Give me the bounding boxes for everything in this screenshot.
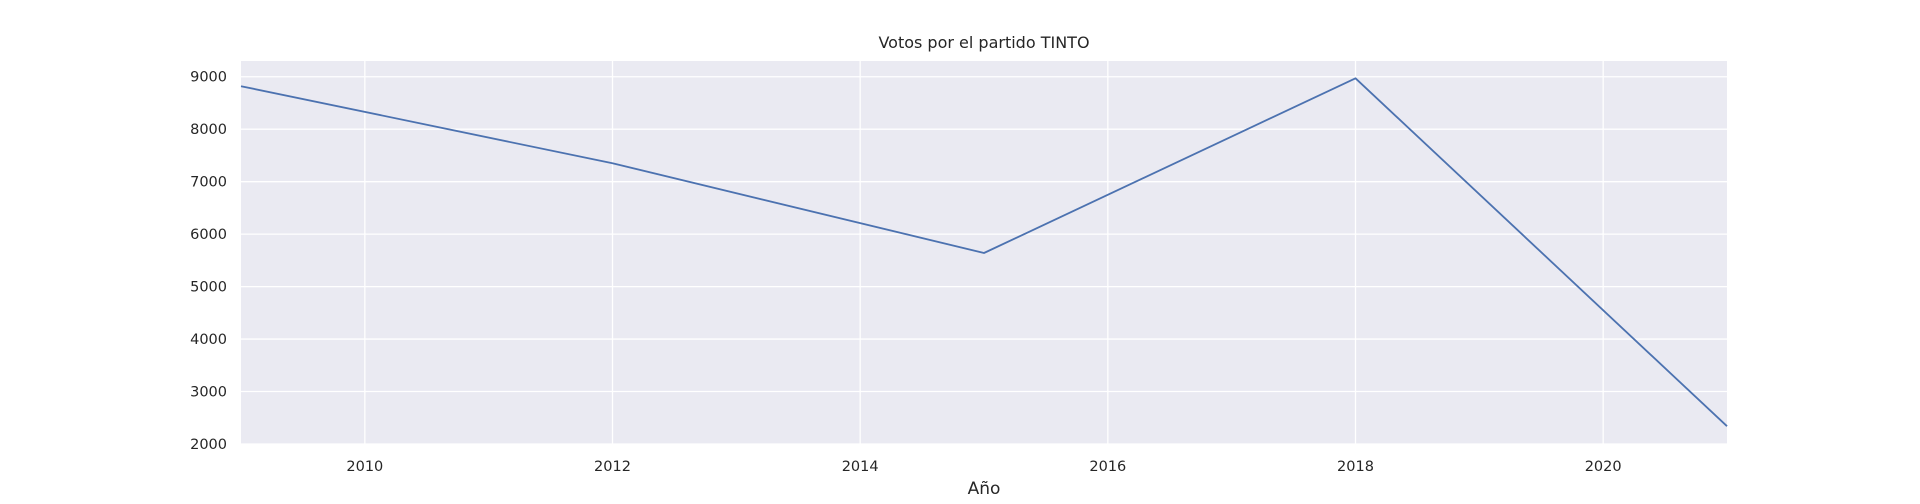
chart-title: Votos por el partido TINTO — [878, 33, 1089, 52]
x-tick-label: 2018 — [1337, 459, 1374, 475]
y-tick-label: 4000 — [190, 332, 227, 348]
series-line — [240, 77, 1728, 427]
x-tick-label: 2012 — [594, 459, 631, 475]
y-tick-label: 2000 — [190, 437, 227, 453]
gridlines — [241, 61, 1727, 445]
x-axis-ticks: 2010 2012 2014 2016 2018 2020 — [346, 459, 1621, 475]
y-tick-label: 7000 — [190, 175, 227, 191]
x-tick-label: 2014 — [842, 459, 879, 475]
series-group — [240, 77, 1728, 427]
y-tick-label: 9000 — [190, 70, 227, 86]
y-axis-ticks: 2000 3000 4000 5000 6000 7000 8000 9000 — [190, 70, 227, 453]
y-tick-label: 6000 — [190, 227, 227, 243]
y-tick-label: 5000 — [190, 280, 227, 296]
x-axis-label: Año — [968, 479, 1001, 499]
y-tick-label: 3000 — [190, 385, 227, 401]
x-tick-label: 2010 — [346, 459, 383, 475]
x-tick-label: 2020 — [1585, 459, 1622, 475]
x-tick-label: 2016 — [1089, 459, 1126, 475]
y-tick-label: 8000 — [190, 122, 227, 138]
